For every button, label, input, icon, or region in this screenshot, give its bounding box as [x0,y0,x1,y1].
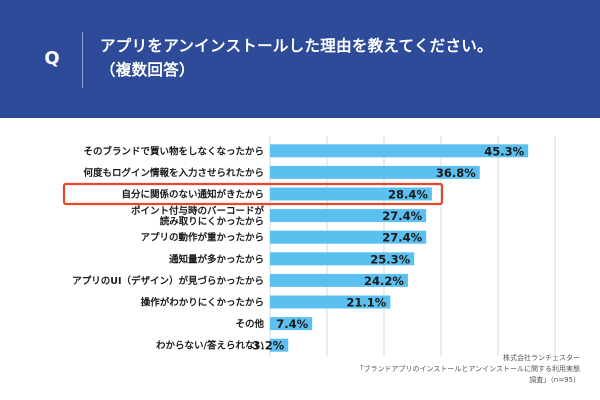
category-label: アプリの動作が重かったから [140,232,264,244]
category-label: ポイント付与時のバーコードが [131,205,265,217]
bar-value-label: 21.1% [346,296,386,310]
bar-value-label: 28.4% [388,188,428,202]
bar-value-label: 36.8% [436,166,476,180]
highlight-box [62,182,444,206]
bar-value-label: 27.4% [382,231,422,245]
bar-value-label: 45.3% [484,144,524,158]
bar [270,144,529,158]
source-note: 株式会社ランチェスター 「ブランドアプリのインストールとアンインストールに関する… [280,353,580,386]
bar [270,295,391,309]
bar-value-label: 25.3% [370,252,410,266]
bar [270,209,427,223]
question-title-line-1: アプリをアンインストールした理由を教えてください。 [100,37,493,55]
source-company: 株式会社ランチェスター [503,354,580,362]
bar-value-label: 3.2% [252,339,284,353]
bar-value-label: 27.4% [382,209,422,223]
category-label: 自分に関係のない通知がきたから [121,189,264,201]
question-title: アプリをアンインストールした理由を教えてください。 （複数回答） [100,34,580,82]
category-label: 何度もログイン情報を入力させられたから [83,167,264,179]
question-header: Q アプリをアンインストールした理由を教えてください。 （複数回答） [0,0,600,118]
bar [270,187,432,201]
question-title-line-2: （複数回答） [100,61,195,79]
bar [270,165,480,179]
category-label: 操作がわかりにくかったから [141,297,264,309]
category-label: その他 [235,318,264,330]
bar [270,338,289,352]
source-survey-title: 「ブランドアプリのインストールとアンインストールに関する利用実態 [356,365,580,373]
bar-value-label: 24.2% [364,274,404,288]
question-label: Q [44,48,60,69]
source-survey-sample: 調査」（n=95） [529,376,580,384]
bar [270,317,313,331]
bar-value-label: 7.4% [276,317,308,331]
category-label: わからない/答えられない [156,340,264,352]
category-label: アプリのUI（デザイン）が見づらかったから [72,275,264,287]
header-divider [82,32,83,88]
bar [270,273,408,287]
category-label: そのブランドで買い物をしなくなったから [83,145,264,157]
bar [270,252,415,266]
category-label: 読み取りにくかったから [160,215,264,227]
bar [270,230,427,244]
category-label: 通知量が多かったから [169,253,264,265]
